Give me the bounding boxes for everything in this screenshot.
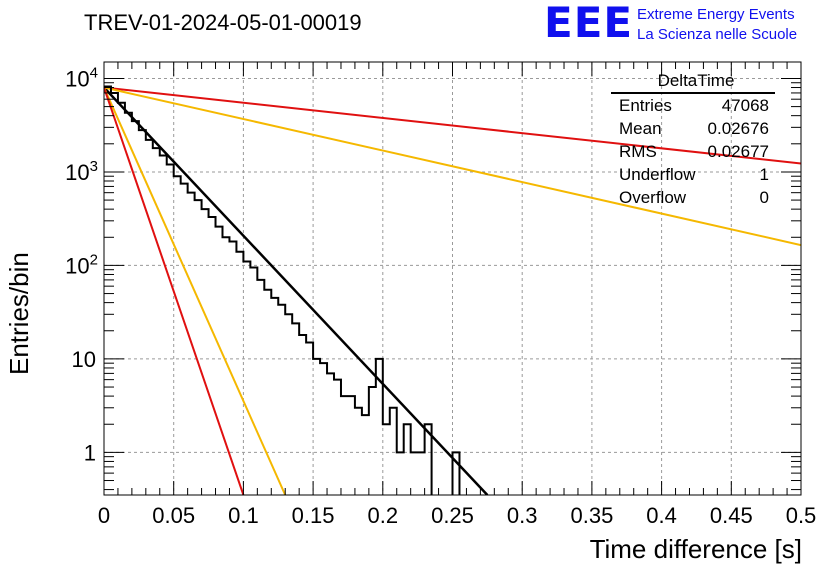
- stats-row-underflow: Underflow 1: [611, 163, 775, 186]
- brand-line-2: La Scienza nelle Scuole: [637, 26, 798, 43]
- stats-label: Entries: [619, 96, 672, 115]
- fit-line-1: [104, 86, 489, 495]
- fit-line-4: [104, 87, 287, 495]
- stats-row-mean: Mean 0.02676: [611, 117, 775, 140]
- x-tick-label: 0.2: [368, 503, 399, 528]
- x-tick-label: 0.25: [431, 503, 474, 528]
- y-tick-label: 104: [65, 64, 98, 91]
- stats-box: DeltaTime Entries 47068 Mean 0.02676 RMS…: [611, 70, 775, 209]
- stats-label: Overflow: [619, 188, 687, 207]
- y-tick-label: 10: [72, 347, 96, 372]
- stats-value: 0: [759, 188, 769, 207]
- x-tick-label: 0.3: [507, 503, 538, 528]
- brand-logo: EEE Extreme Energy Events La Scienza nel…: [544, 0, 834, 47]
- stats-row-overflow: Overflow 0: [611, 186, 775, 209]
- stats-label: Mean: [619, 119, 662, 138]
- x-tick-label: 0.35: [570, 503, 613, 528]
- y-tick-label: 103: [65, 158, 98, 185]
- fit-line-5: [104, 87, 245, 495]
- x-tick-label: 0.45: [710, 503, 753, 528]
- stats-label: RMS: [619, 142, 657, 161]
- x-tick-label: 0.4: [646, 503, 677, 528]
- x-tick-label: 0.5: [786, 503, 817, 528]
- stats-row-rms: RMS 0.02677: [611, 140, 775, 163]
- y-tick-label: 1: [84, 440, 96, 465]
- stats-label: Underflow: [619, 165, 696, 184]
- y-tick-label: 102: [65, 251, 98, 278]
- y-axis-label: Entries/bin: [4, 252, 34, 375]
- stats-title: DeltaTime: [611, 70, 775, 94]
- histogram-outline: [104, 85, 461, 495]
- chart-title: TREV-01-2024-05-01-00019: [84, 10, 362, 35]
- fit-curves: [104, 86, 801, 495]
- fit-line-3: [104, 86, 801, 247]
- brand-line-1: Extreme Energy Events: [637, 6, 795, 23]
- eee-logo-text: EEE: [544, 0, 634, 47]
- stats-value: 0.02676: [707, 119, 769, 138]
- axis-ticks: 0 0.05 0.1 0.15 0.2 0.25 0.3 0.35 0.4 0.45 0.51101…: [65, 62, 816, 528]
- fit-line-2: [104, 86, 801, 165]
- x-tick-label: 0.1: [228, 503, 259, 528]
- histogram: [104, 85, 461, 495]
- stats-row-entries: Entries 47068: [611, 94, 775, 117]
- x-axis-label: Time difference [s]: [589, 534, 802, 564]
- x-tick-label: 0.15: [292, 503, 335, 528]
- stats-value: 0.02677: [707, 142, 769, 161]
- stats-value: 47068: [721, 96, 769, 115]
- stats-value: 1: [759, 165, 769, 184]
- x-tick-label: 0: [98, 503, 110, 528]
- x-tick-label: 0.05: [152, 503, 195, 528]
